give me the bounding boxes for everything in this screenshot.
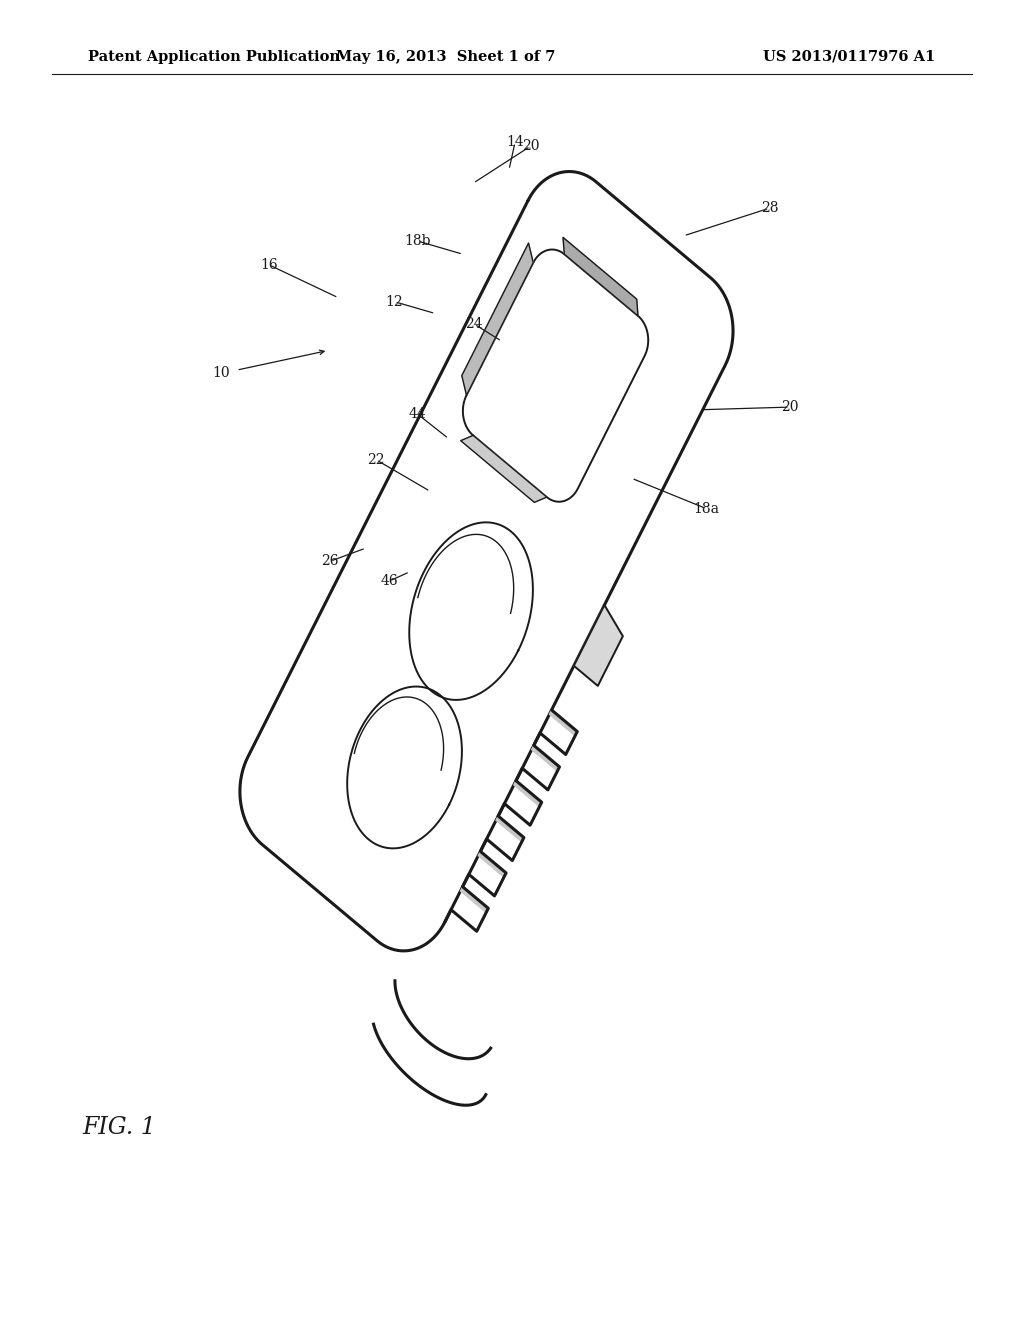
Polygon shape bbox=[496, 816, 524, 842]
Text: FIG. 1: FIG. 1 bbox=[82, 1117, 156, 1139]
Text: 12: 12 bbox=[386, 294, 403, 309]
Polygon shape bbox=[478, 851, 506, 878]
Polygon shape bbox=[461, 887, 488, 912]
Polygon shape bbox=[531, 746, 559, 771]
Text: 46: 46 bbox=[381, 574, 398, 587]
Polygon shape bbox=[573, 605, 623, 686]
Polygon shape bbox=[462, 243, 534, 395]
Text: 18a: 18a bbox=[693, 502, 719, 516]
Text: 16: 16 bbox=[260, 257, 278, 272]
Text: 14: 14 bbox=[506, 136, 524, 149]
Polygon shape bbox=[514, 780, 542, 807]
Text: 24: 24 bbox=[465, 317, 483, 331]
Text: 28: 28 bbox=[761, 201, 778, 215]
Text: 20: 20 bbox=[521, 140, 539, 153]
Polygon shape bbox=[563, 238, 638, 315]
Text: 26: 26 bbox=[322, 554, 339, 568]
Text: 20: 20 bbox=[781, 400, 799, 414]
Polygon shape bbox=[550, 710, 578, 735]
Text: May 16, 2013  Sheet 1 of 7: May 16, 2013 Sheet 1 of 7 bbox=[336, 50, 555, 63]
Text: 18b: 18b bbox=[404, 234, 431, 248]
Text: 10: 10 bbox=[212, 366, 229, 380]
Polygon shape bbox=[461, 436, 547, 503]
Text: 22: 22 bbox=[368, 453, 385, 467]
Text: 44: 44 bbox=[409, 407, 426, 421]
Text: Patent Application Publication: Patent Application Publication bbox=[88, 50, 340, 63]
Text: US 2013/0117976 A1: US 2013/0117976 A1 bbox=[763, 50, 935, 63]
